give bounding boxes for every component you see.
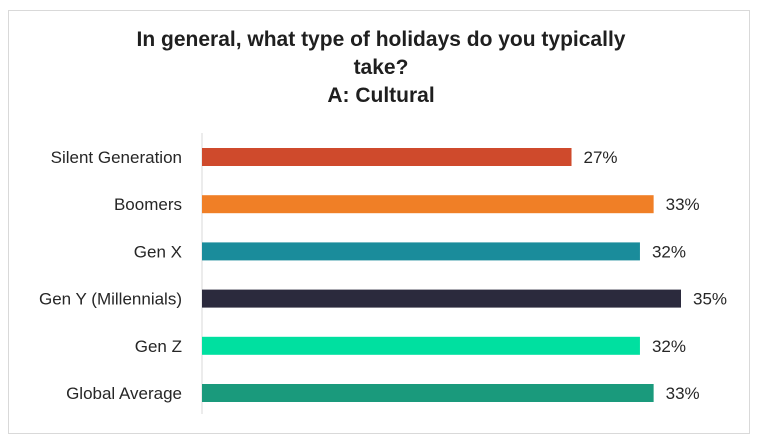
category-label: Gen Z — [135, 337, 182, 356]
chart-title-line-2: take? — [353, 56, 409, 79]
category-label: Boomers — [114, 195, 182, 214]
category-label: Global Average — [66, 384, 182, 403]
bar — [202, 384, 654, 402]
data-label: 27% — [584, 148, 618, 167]
bar — [202, 336, 640, 355]
data-label: 33% — [666, 195, 700, 214]
bar — [202, 148, 572, 166]
category-label: Silent Generation — [51, 148, 182, 167]
data-label: 33% — [666, 384, 700, 403]
category-label: Gen Y (Millennials) — [39, 290, 182, 309]
bar — [202, 195, 654, 214]
chart-title-line-3: A: Cultural — [327, 84, 435, 107]
chart-frame — [8, 10, 750, 434]
bar — [202, 289, 681, 308]
category-label: Gen X — [134, 242, 182, 261]
data-label: 32% — [652, 337, 686, 356]
bar — [202, 242, 640, 261]
chart-title: In general, what type of holidays do you… — [0, 26, 762, 110]
chart-title-line-1: In general, what type of holidays do you… — [136, 28, 626, 51]
data-label: 32% — [652, 242, 686, 261]
data-label: 35% — [693, 290, 727, 309]
